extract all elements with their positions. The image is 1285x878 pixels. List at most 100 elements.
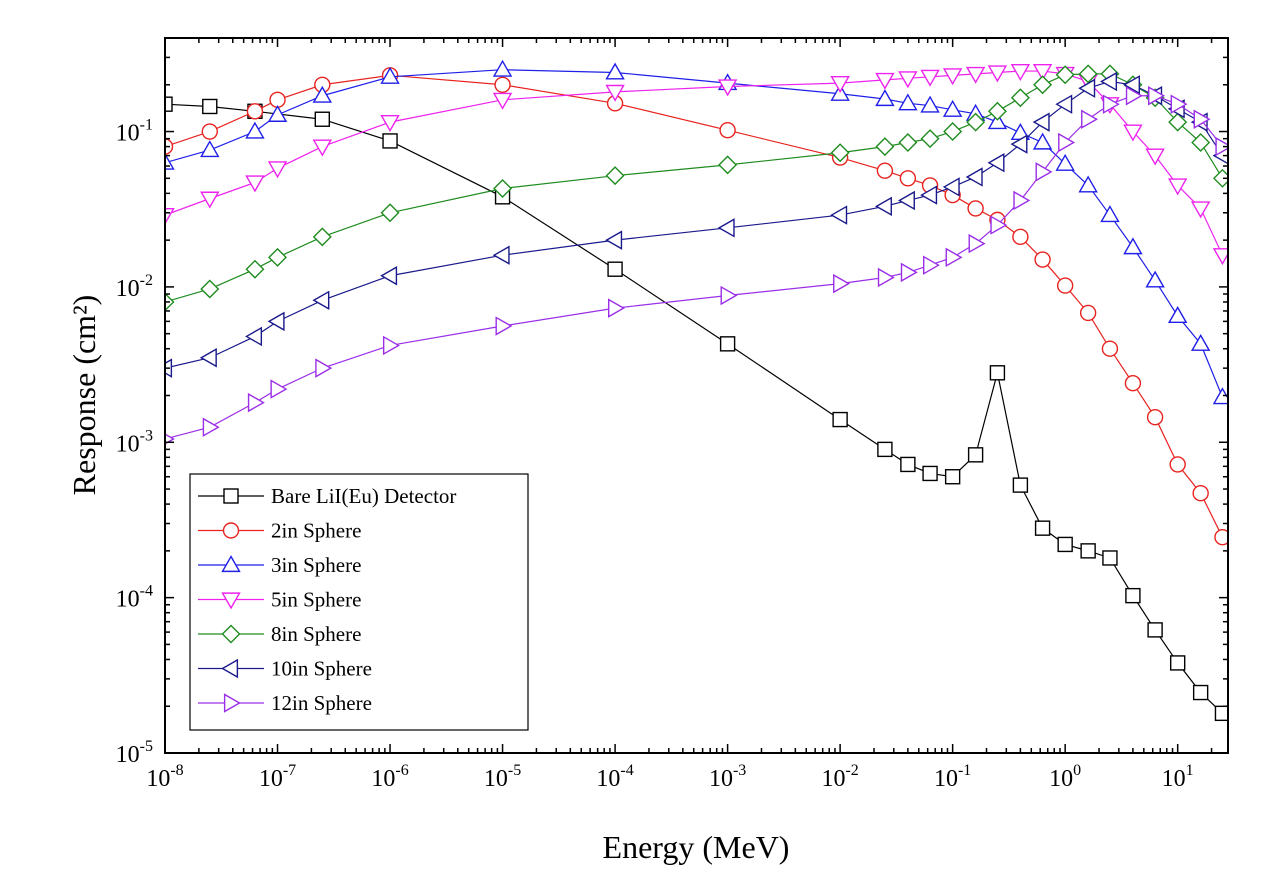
data-point: [200, 140, 220, 158]
legend-box: [189, 473, 529, 731]
data-point: [943, 122, 963, 142]
data-point: [494, 76, 511, 93]
data-point: [875, 137, 895, 157]
data-point: [1033, 75, 1053, 95]
data-point: [380, 66, 400, 84]
data-point: [1167, 178, 1188, 196]
data-point: [965, 66, 986, 84]
data-point: [1168, 112, 1188, 132]
data-point: [1124, 374, 1142, 392]
data-point: [874, 196, 892, 217]
data-point: [833, 273, 851, 294]
data-point: [1035, 162, 1053, 182]
data-point: [1032, 112, 1050, 132]
data-point: [492, 59, 513, 77]
data-point: [245, 121, 265, 139]
legend-label: 12in Sphere: [271, 691, 372, 715]
data-point: [945, 247, 963, 268]
legend-marker: [221, 658, 239, 679]
data-point: [1058, 132, 1076, 153]
data-point: [200, 191, 220, 209]
data-point: [1056, 277, 1074, 294]
data-point: [832, 411, 848, 428]
data-point: [1192, 684, 1209, 701]
y-axis-title: Response (cm²): [66, 295, 102, 496]
data-point: [165, 96, 173, 112]
data-point: [245, 259, 265, 279]
y-tick-label: 10-4: [116, 583, 153, 613]
data-point: [201, 123, 218, 140]
data-point: [920, 95, 940, 113]
data-point: [989, 365, 1006, 381]
data-point: [1212, 168, 1228, 188]
y-tick-label: 10-3: [116, 427, 153, 457]
data-point: [1123, 237, 1143, 255]
data-point: [1081, 109, 1099, 129]
data-point: [1146, 408, 1164, 426]
data-point: [1169, 655, 1186, 671]
data-point: [1057, 536, 1073, 553]
data-point: [380, 203, 400, 223]
data-point: [1034, 251, 1051, 268]
data-point: [875, 89, 895, 107]
data-point: [245, 326, 263, 347]
series-6: [165, 86, 1228, 445]
series-5: [165, 71, 1228, 378]
data-point: [1055, 94, 1073, 114]
data-point: [495, 316, 513, 336]
data-point: [312, 227, 332, 247]
data-point: [493, 178, 513, 198]
x-tick-label: 10-8: [146, 762, 183, 792]
data-point: [987, 101, 1007, 121]
data-point: [605, 230, 623, 250]
legend-item: Bare LiI(Eu) Detector: [198, 484, 456, 508]
data-point: [1122, 75, 1140, 95]
data-point: [1102, 94, 1120, 114]
data-point: [942, 99, 963, 117]
data-point: [1080, 543, 1096, 559]
data-point: [898, 133, 918, 152]
data-point: [247, 392, 265, 413]
data-point: [1032, 64, 1053, 81]
legend-marker: [221, 592, 241, 610]
data-point: [920, 69, 940, 87]
data-point: [830, 205, 848, 225]
data-point: [830, 143, 850, 163]
data-point: [922, 465, 938, 482]
x-tick-label: 10-2: [821, 762, 858, 792]
x-tick-label: 101: [1162, 762, 1194, 792]
data-point: [1100, 71, 1118, 92]
data-point: [492, 92, 513, 110]
data-point: [1010, 88, 1030, 108]
data-point: [268, 247, 288, 267]
data-point: [877, 441, 893, 458]
data-point: [1190, 201, 1211, 219]
data-point: [1167, 306, 1188, 324]
data-point: [942, 68, 963, 86]
legend-marker: [222, 522, 240, 539]
data-point: [897, 190, 915, 211]
legend-item: 12in Sphere: [198, 691, 372, 715]
data-point: [717, 218, 735, 238]
data-point: [944, 469, 961, 485]
data-point: [898, 93, 918, 111]
data-point: [717, 79, 738, 97]
data-point: [990, 215, 1008, 235]
legend-label: 3in Sphere: [271, 553, 361, 577]
data-point: [270, 379, 288, 399]
data-point: [382, 335, 400, 356]
data-point: [920, 185, 938, 205]
data-point: [245, 175, 265, 193]
data-point: [1123, 124, 1143, 142]
legend-item: 2in Sphere: [198, 519, 361, 543]
data-point: [719, 336, 736, 352]
data-point: [1078, 78, 1096, 98]
data-point: [1212, 248, 1228, 266]
data-point: [967, 200, 984, 217]
data-point: [899, 170, 917, 187]
data-point: [267, 161, 288, 179]
legend-marker: [221, 624, 241, 644]
legend-item: 3in Sphere: [198, 553, 361, 577]
data-point: [1214, 528, 1228, 546]
data-point: [267, 104, 288, 122]
